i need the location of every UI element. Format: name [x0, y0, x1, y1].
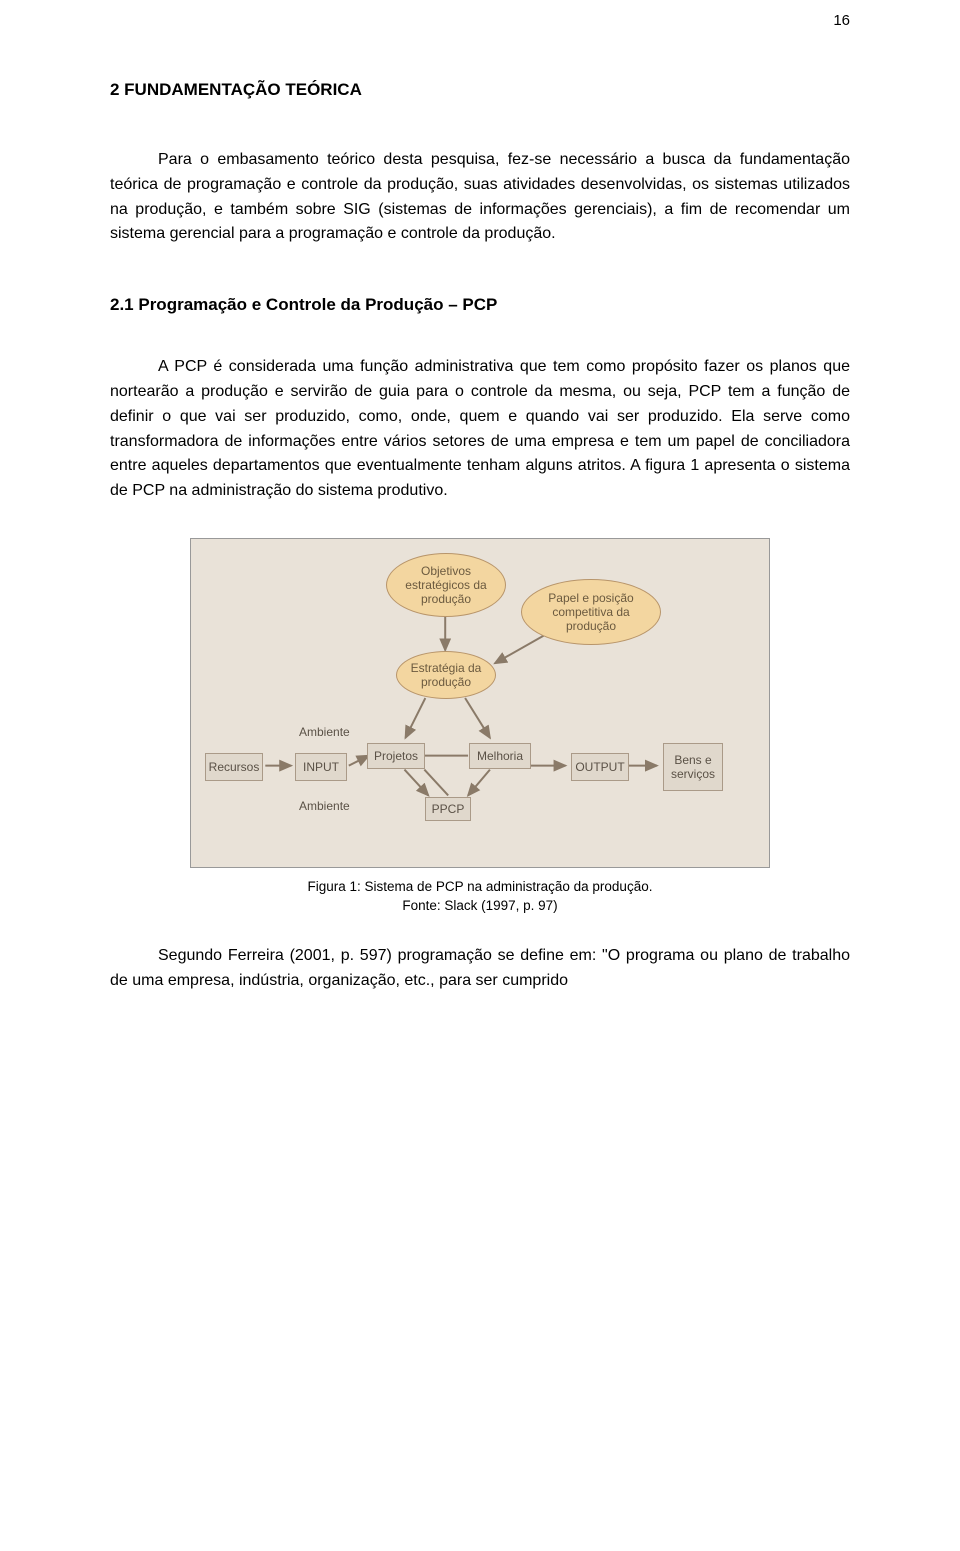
paragraph-citation: Segundo Ferreira (2001, p. 597) programa… [110, 944, 850, 994]
document-page: 16 2 FUNDAMENTAÇÃO TEÓRICA Para o embasa… [0, 0, 960, 1043]
box-melhoria: Melhoria [469, 743, 531, 769]
heading-level-2: 2.1 Programação e Controle da Produção –… [110, 295, 850, 315]
box-recursos: Recursos [205, 753, 263, 781]
oval-objetivos: Objetivos estratégicos da produção [386, 553, 506, 617]
box-output: OUTPUT [571, 753, 629, 781]
paragraph-pcp: A PCP é considerada uma função administr… [110, 355, 850, 504]
oval-estrategia: Estratégia da produção [396, 651, 496, 699]
label-ambiente-top: Ambiente [299, 725, 350, 739]
box-input: INPUT [295, 753, 347, 781]
box-projetos: Projetos [367, 743, 425, 769]
oval-papel: Papel e posição competitiva da produção [521, 579, 661, 645]
box-bens: Bens e serviços [663, 743, 723, 791]
page-number: 16 [833, 12, 850, 29]
figure-caption-line-2: Fonte: Slack (1997, p. 97) [110, 897, 850, 916]
heading-level-1: 2 FUNDAMENTAÇÃO TEÓRICA [110, 80, 850, 100]
figure-caption-line-1: Figura 1: Sistema de PCP na administraçã… [110, 878, 850, 897]
box-ppcp: PPCP [425, 797, 471, 821]
figure-pcp-diagram: Objetivos estratégicos da produção Papel… [190, 538, 770, 868]
label-ambiente-bottom: Ambiente [299, 799, 350, 813]
paragraph-intro: Para o embasamento teórico desta pesquis… [110, 148, 850, 247]
